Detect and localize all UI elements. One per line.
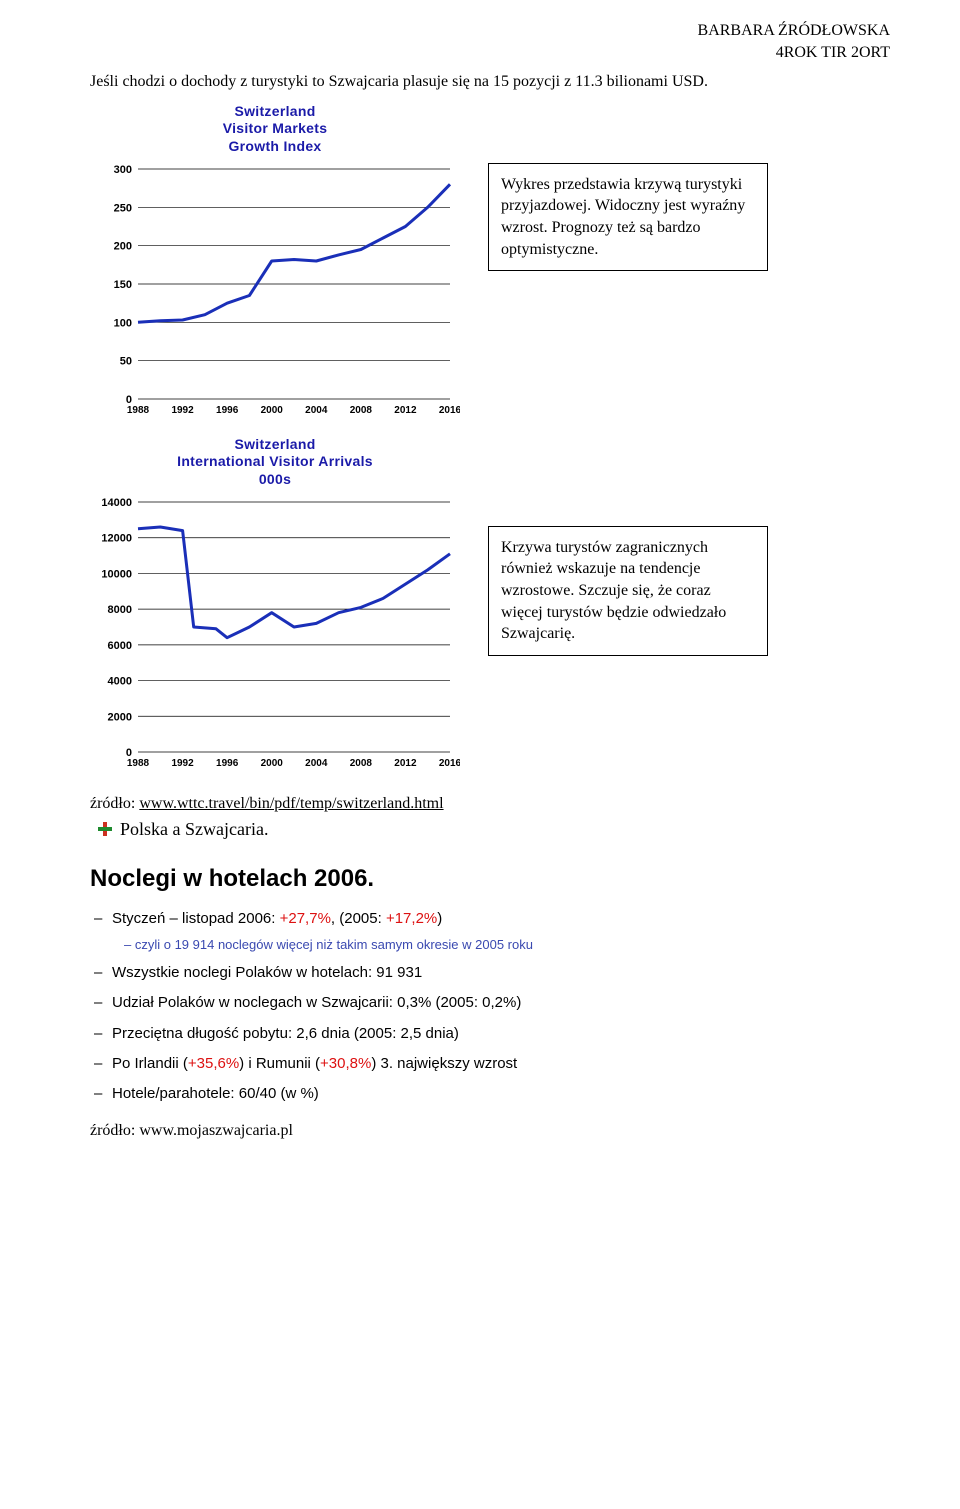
chart2-svg: 0200040006000800010000120001400019881992… [90,496,460,776]
intro-paragraph: Jeśli chodzi o dochody z turystyki to Sz… [90,71,890,93]
svg-text:2012: 2012 [394,405,417,416]
slide-subnote: czyli o 19 914 noclegów więcej niż takim… [124,936,890,954]
chart1-title-l2: Visitor Markets [223,120,328,136]
svg-text:1992: 1992 [171,405,194,416]
svg-text:1996: 1996 [216,405,239,416]
plus-bullet-icon [98,822,112,836]
chart2-container: Switzerland International Visitor Arriva… [90,436,460,783]
svg-text:2008: 2008 [350,405,373,416]
chart1-callout: Wykres przedstawia krzywą turystyki przy… [488,163,768,271]
svg-text:1988: 1988 [127,405,150,416]
section-bullet-label: Polska a Szwajcaria. [120,817,268,841]
slide-item-6: Po Irlandii (+35,6%) i Rumunii (+30,8%) … [94,1054,890,1074]
svg-text:4000: 4000 [108,676,132,688]
svg-text:6000: 6000 [108,640,132,652]
svg-text:12000: 12000 [101,533,132,545]
chart1-title: Switzerland Visitor Markets Growth Index [90,103,460,156]
chart2-title-l3: 000s [259,471,291,487]
svg-text:2008: 2008 [350,758,373,769]
svg-text:8000: 8000 [108,605,132,617]
svg-text:2004: 2004 [305,405,328,416]
page-header: BARBARA ŹRÓDŁOWSKA 4ROK TIR 2ORT [90,20,890,63]
svg-text:250: 250 [114,203,132,215]
svg-text:1996: 1996 [216,758,239,769]
header-class: 4ROK TIR 2ORT [90,42,890,64]
slide-item-1: Styczeń – listopad 2006: +27,7%, (2005: … [94,909,890,929]
chart1-svg: 0501001502002503001988199219962000200420… [90,163,460,423]
source2: źródło: www.mojaszwajcaria.pl [90,1120,890,1142]
svg-text:2016: 2016 [439,758,460,769]
chart1-container: Switzerland Visitor Markets Growth Index… [90,103,460,430]
slide-item-4: Udział Polaków w noclegach w Szwajcarii:… [94,993,890,1013]
chart2-title: Switzerland International Visitor Arriva… [90,436,460,489]
section-bullet: Polska a Szwajcaria. [98,817,890,841]
slide-item-3: Wszystkie noclegi Polaków w hotelach: 91… [94,963,890,983]
svg-text:150: 150 [114,279,132,291]
chart1-title-l3: Growth Index [228,138,321,154]
slide-heading: Noclegi w hotelach 2006. [90,863,890,895]
slide-item-7: Hotele/parahotele: 60/40 (w %) [94,1084,890,1104]
source1-prefix: źródło: [90,795,139,812]
svg-text:2000: 2000 [261,405,284,416]
svg-text:2016: 2016 [439,405,460,416]
svg-text:2012: 2012 [394,758,417,769]
source2-prefix: źródło: [90,1122,139,1139]
chart1-block: Switzerland Visitor Markets Growth Index… [90,103,890,430]
svg-text:10000: 10000 [101,569,132,581]
header-name: BARBARA ŹRÓDŁOWSKA [90,20,890,42]
svg-text:100: 100 [114,318,132,330]
chart1-title-l1: Switzerland [234,103,315,119]
chart2-title-l2: International Visitor Arrivals [177,453,373,469]
svg-text:1992: 1992 [171,758,194,769]
slide-list: Styczeń – listopad 2006: +27,7%, (2005: … [94,909,890,929]
slide-item-5: Przeciętna długość pobytu: 2,6 dnia (200… [94,1024,890,1044]
source1: źródło: www.wttc.travel/bin/pdf/temp/swi… [90,793,890,815]
svg-text:2000: 2000 [261,758,284,769]
svg-text:14000: 14000 [101,497,132,509]
chart2-block: Switzerland International Visitor Arriva… [90,436,890,783]
slide-list-2: Wszystkie noclegi Polaków w hotelach: 91… [94,963,890,1104]
source2-link[interactable]: www.mojaszwajcaria.pl [139,1122,293,1139]
svg-text:1988: 1988 [127,758,150,769]
svg-text:2004: 2004 [305,758,328,769]
svg-text:200: 200 [114,241,132,253]
svg-text:300: 300 [114,164,132,176]
chart2-title-l1: Switzerland [234,436,315,452]
svg-text:2000: 2000 [108,712,132,724]
svg-text:50: 50 [120,356,132,368]
source1-link[interactable]: www.wttc.travel/bin/pdf/temp/switzerland… [139,795,443,812]
chart2-callout: Krzywa turystów zagranicznych również ws… [488,526,768,656]
